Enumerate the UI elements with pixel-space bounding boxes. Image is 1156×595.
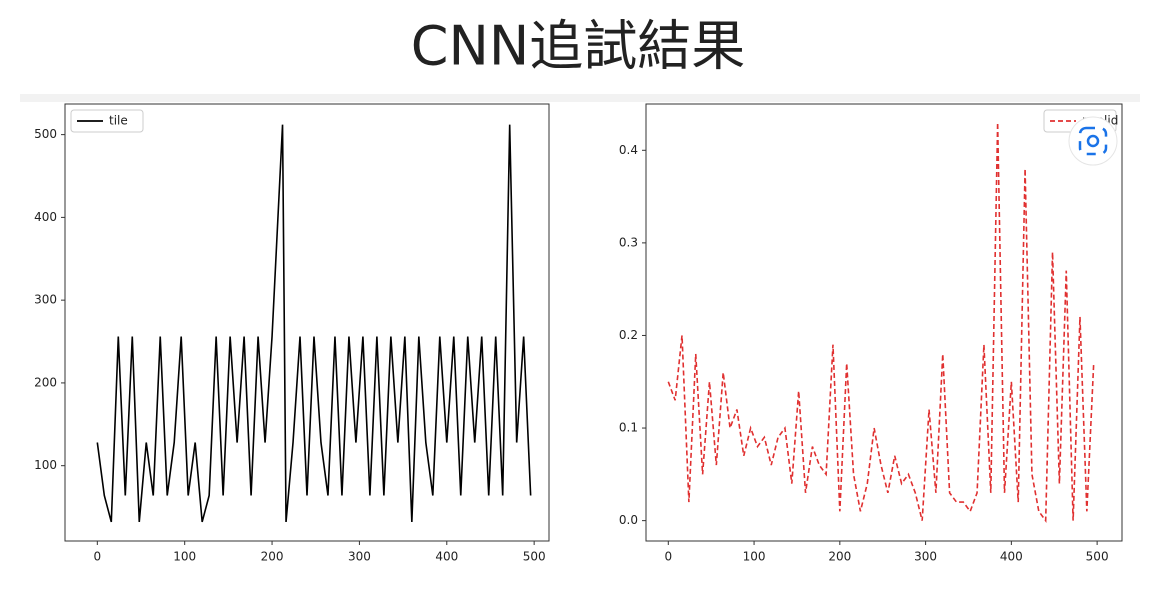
- top-band: [20, 94, 1140, 102]
- y-tick-label: 0.1: [619, 421, 638, 435]
- legend-box: [70, 109, 144, 133]
- x-tick-label: 200: [828, 550, 851, 564]
- y-tick-label: 0.4: [619, 143, 638, 157]
- data-line: [96, 124, 532, 523]
- x-tick-label: 200: [261, 550, 284, 564]
- x-tick-label: 500: [1086, 550, 1109, 564]
- y-tick-label: 0.2: [619, 328, 638, 342]
- y-tick-label: 400: [34, 210, 57, 224]
- lens-dot: [1086, 134, 1100, 148]
- y-tick-label: 300: [34, 293, 57, 307]
- x-tick-label: 400: [435, 550, 458, 564]
- x-tick-label: 400: [1000, 550, 1023, 564]
- x-tick-label: 300: [914, 550, 937, 564]
- plot-area: [64, 103, 550, 542]
- plot-area: [645, 103, 1123, 542]
- legend: tile: [70, 109, 144, 133]
- y-tick-label: 200: [34, 375, 57, 389]
- data-line: [667, 122, 1095, 523]
- x-tick-label: 100: [173, 550, 196, 564]
- x-tick-label: 100: [743, 550, 766, 564]
- y-tick-label: 500: [34, 127, 57, 141]
- y-tick-label: 100: [34, 458, 57, 472]
- y-tick-label: 0.3: [619, 235, 638, 249]
- x-tick-label: 500: [523, 550, 546, 564]
- page-title: CNN追試結果: [411, 15, 746, 78]
- lens-circle: [1068, 116, 1118, 166]
- lens-button[interactable]: [1068, 116, 1118, 166]
- legend-label: tile: [109, 114, 128, 128]
- y-tick-label: 0.0: [619, 513, 638, 527]
- x-tick-label: 0: [94, 550, 102, 564]
- x-tick-label: 0: [664, 550, 672, 564]
- x-tick-label: 300: [348, 550, 371, 564]
- lens-frame: [1078, 126, 1108, 156]
